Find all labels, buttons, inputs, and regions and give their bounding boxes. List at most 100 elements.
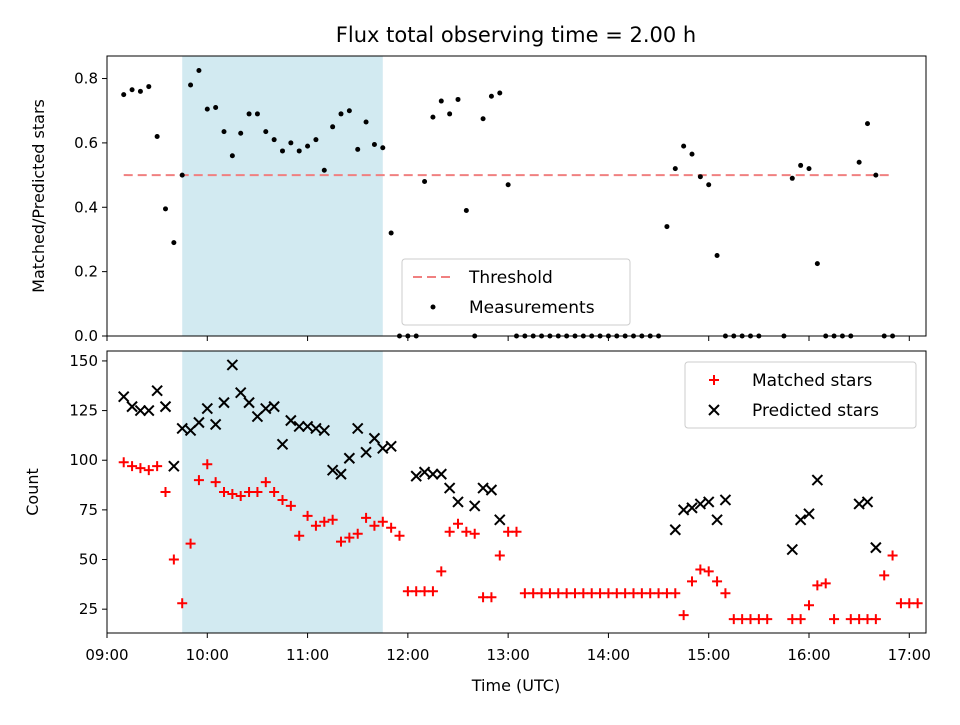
measurement-point <box>121 92 127 98</box>
top-y-tick-label: 0.4 <box>74 198 98 216</box>
predicted-star-point <box>385 440 397 453</box>
matched-star-point <box>912 598 923 609</box>
matched-star-point <box>319 516 330 527</box>
measurement-point <box>706 182 712 188</box>
top-legend-box <box>401 258 631 326</box>
predicted-star-point <box>477 482 489 494</box>
matched-star-point <box>653 588 664 599</box>
measurement-point <box>188 82 194 88</box>
matched-star-point <box>879 570 890 581</box>
predicted-star-point <box>176 422 188 435</box>
measurement-point <box>179 172 185 178</box>
measurement-point <box>789 175 795 181</box>
measurement-point <box>664 224 670 230</box>
measurement-point <box>806 166 812 172</box>
bottom-y-tick-label: 50 <box>79 551 98 569</box>
bottom-y-tick-label: 75 <box>79 501 98 519</box>
matched-star-point <box>753 614 764 625</box>
matched-star-point <box>762 614 773 625</box>
predicted-star-point <box>410 470 422 482</box>
predicted-star-point <box>276 438 289 451</box>
measurement-point <box>380 145 386 151</box>
matched-star-point <box>402 586 413 597</box>
predicted-star-point <box>494 514 506 526</box>
matched-star-point <box>661 588 672 599</box>
predicted-star-point <box>226 359 239 371</box>
predicted-star-point <box>377 442 389 455</box>
predicted-star-point <box>285 414 297 427</box>
predicted-star-point <box>243 396 255 409</box>
matched-star-point <box>152 461 163 472</box>
legend-matched-swatch <box>709 375 719 385</box>
predicted-star-point <box>126 400 138 413</box>
matched-stars-points <box>118 457 923 625</box>
matched-star-point <box>712 576 723 587</box>
matched-star-point <box>235 490 246 501</box>
predicted-star-point <box>118 390 130 403</box>
measurement-point <box>321 167 327 173</box>
top-y-ticks: 0.0 0.2 0.4 0.6 0.8 <box>74 70 107 345</box>
measurement-point <box>146 84 152 90</box>
matched-star-point <box>219 487 229 497</box>
matched-star-point <box>536 588 547 599</box>
legend-predicted-swatch <box>708 404 720 416</box>
bottom-x-tick-label: 17:00 <box>888 646 931 664</box>
measurement-point <box>865 121 870 127</box>
matched-star-point <box>327 514 338 525</box>
matched-star-point <box>202 459 213 470</box>
measurement-point <box>280 148 285 154</box>
matched-star-point <box>135 463 146 474</box>
measurement-point <box>488 93 494 99</box>
top-highlight-span <box>182 56 383 336</box>
predicted-star-point <box>193 416 205 429</box>
bottom-highlight-span <box>182 351 383 633</box>
bottom-x-ticks: 09:00 10:00 11:00 12:00 13:00 14:00 15:00 16:00… <box>85 633 931 664</box>
predicted-stars-points <box>118 359 882 556</box>
matched-star-point <box>260 477 271 488</box>
predicted-star-point <box>218 396 230 409</box>
measurement-point <box>346 108 352 114</box>
matched-star-point <box>386 522 397 533</box>
bottom-legend-box <box>684 361 917 429</box>
matched-star-point <box>336 536 346 547</box>
matched-star-point <box>511 526 522 537</box>
matched-star-point <box>787 614 798 625</box>
matched-star-point <box>411 586 422 597</box>
matched-star-point <box>895 598 906 609</box>
matched-star-point <box>728 614 739 625</box>
bottom-x-tick-label: 09:00 <box>85 646 128 664</box>
matched-star-point <box>419 586 430 597</box>
predicted-star-point <box>694 498 707 510</box>
predicted-star-point <box>143 404 155 417</box>
legend-matched-marker <box>709 375 719 385</box>
measurement-point <box>672 166 678 172</box>
matched-star-point <box>645 588 656 599</box>
bottom-axes-frame <box>106 350 927 634</box>
predicted-star-point <box>343 452 356 464</box>
predicted-star-point <box>168 460 180 472</box>
measurement-point <box>313 137 319 143</box>
measurement-point <box>330 124 336 130</box>
predicted-star-point <box>870 541 882 554</box>
measurement-point <box>196 67 202 73</box>
measurement-point <box>221 129 227 135</box>
matched-star-point <box>503 526 514 537</box>
legend-threshold-label: Threshold <box>468 268 553 288</box>
predicted-star-point <box>209 418 222 431</box>
predicted-star-point <box>794 514 807 526</box>
measurement-point <box>438 98 444 104</box>
predicted-star-point <box>310 422 322 435</box>
matched-star-point <box>469 528 480 539</box>
predicted-star-point <box>443 482 456 494</box>
matched-star-point <box>578 588 589 599</box>
matched-star-point <box>210 477 221 488</box>
matched-star-point <box>127 461 138 472</box>
bottom-y-tick-label: 100 <box>69 451 98 469</box>
matched-star-point <box>737 614 748 625</box>
measurement-point <box>371 142 377 148</box>
matched-star-point <box>285 500 296 511</box>
matched-star-point <box>561 588 572 599</box>
matched-star-point <box>870 614 881 625</box>
measurement-point <box>714 253 720 259</box>
predicted-star-point <box>335 468 347 480</box>
